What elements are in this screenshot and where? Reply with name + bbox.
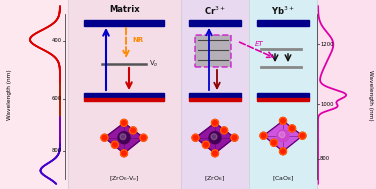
Bar	[189, 93, 241, 98]
Bar	[189, 20, 241, 26]
Bar	[257, 93, 309, 98]
Bar	[317, 0, 376, 189]
Bar	[189, 98, 241, 101]
Text: 1000: 1000	[320, 101, 334, 106]
Circle shape	[279, 117, 287, 124]
Circle shape	[101, 134, 108, 141]
Text: [CaO$_8$]: [CaO$_8$]	[272, 175, 294, 183]
Text: 800: 800	[52, 149, 62, 153]
Circle shape	[202, 141, 209, 148]
Text: ET: ET	[255, 41, 263, 47]
Text: Cr$^{3+}$: Cr$^{3+}$	[204, 5, 226, 17]
Bar	[257, 98, 309, 101]
Circle shape	[277, 130, 289, 142]
Text: V$_o$: V$_o$	[149, 59, 159, 69]
Text: NR: NR	[132, 37, 143, 43]
Circle shape	[211, 134, 217, 140]
Circle shape	[120, 150, 127, 157]
Circle shape	[111, 141, 118, 148]
Text: 400: 400	[52, 39, 62, 43]
Text: [ZrO$_6$]: [ZrO$_6$]	[205, 175, 226, 183]
Circle shape	[140, 134, 147, 141]
Text: Wavelength (nm): Wavelength (nm)	[367, 70, 373, 120]
Circle shape	[279, 132, 285, 138]
Text: 600: 600	[52, 97, 62, 101]
Circle shape	[120, 119, 127, 126]
Text: Wavelength (nm): Wavelength (nm)	[8, 70, 12, 120]
Bar	[181, 0, 249, 189]
Polygon shape	[105, 123, 144, 153]
Bar	[249, 0, 317, 189]
Bar	[195, 35, 231, 67]
Circle shape	[211, 119, 218, 126]
Text: 800: 800	[320, 156, 330, 161]
Bar	[84, 93, 164, 98]
Polygon shape	[196, 123, 235, 153]
Text: 1200: 1200	[320, 42, 334, 46]
Bar	[84, 20, 164, 26]
Bar	[84, 98, 164, 101]
Circle shape	[299, 132, 306, 139]
Circle shape	[231, 134, 238, 141]
Circle shape	[118, 132, 130, 144]
Circle shape	[289, 125, 296, 132]
Text: Yb$^{3+}$: Yb$^{3+}$	[271, 5, 295, 17]
Circle shape	[270, 139, 277, 146]
Polygon shape	[264, 121, 303, 151]
Bar	[68, 0, 181, 189]
Circle shape	[260, 132, 267, 139]
Circle shape	[192, 134, 199, 141]
Text: Matrix: Matrix	[109, 5, 140, 14]
Bar	[0, 0, 68, 189]
Circle shape	[279, 148, 287, 155]
Text: [ZrO$_6$-V$_o$]: [ZrO$_6$-V$_o$]	[109, 175, 139, 183]
Circle shape	[130, 127, 136, 134]
Bar	[257, 20, 309, 26]
Circle shape	[221, 127, 227, 134]
Circle shape	[120, 134, 126, 140]
Circle shape	[211, 150, 218, 157]
Circle shape	[209, 132, 221, 144]
